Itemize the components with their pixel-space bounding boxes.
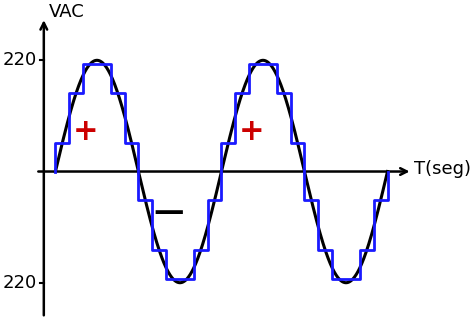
Text: 220: 220 [3,51,37,69]
Text: 220: 220 [3,274,37,292]
Text: +: + [238,117,264,146]
Text: —: — [153,198,183,226]
Text: T(seg): T(seg) [414,160,471,178]
Text: VAC: VAC [49,3,84,21]
Text: +: + [73,117,98,146]
